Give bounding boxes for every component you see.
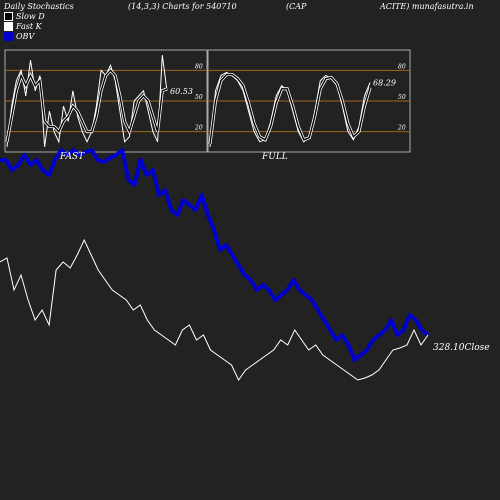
legend-fast-k-label: Fast K (16, 22, 42, 31)
stock-name-part2: ACITE) munafasutra.in (380, 2, 474, 11)
obv-swatch (4, 32, 13, 41)
legend-fast-k: Fast K (4, 22, 42, 31)
chart-title: Daily Stochastics (4, 2, 74, 11)
fast-k-swatch (4, 22, 13, 31)
full-tick-80: 80 (398, 63, 406, 70)
legend-slow-d-label: Slow D (16, 12, 45, 21)
fast-panel-label: FAST (60, 152, 85, 162)
full-slow-d-outline (208, 73, 372, 144)
legend-slow-d: Slow D (4, 12, 45, 21)
slow-d-swatch (4, 12, 13, 21)
stock-name-part1: (CAP (286, 2, 307, 11)
close-label: 328.10Close (433, 343, 490, 353)
full-slow-d-line (209, 73, 371, 144)
fast-last-value: 60.53 (170, 87, 193, 96)
full-last-value: 68.29 (373, 79, 396, 88)
full-panel-label: FULL (262, 152, 288, 162)
legend-obv: OBV (4, 32, 34, 41)
fast-tick-20: 20 (194, 125, 203, 132)
fast-tick-80: 80 (195, 63, 203, 70)
fast-slow-d-line (6, 69, 168, 142)
close-price-line (0, 238, 429, 381)
fast-tick-50: 50 (195, 94, 203, 101)
full-tick-20: 20 (397, 125, 406, 132)
obv-line (0, 148, 430, 362)
legend-obv-label: OBV (16, 32, 35, 41)
full-tick-50: 50 (398, 94, 406, 101)
chart-params: (14,3,3) Charts for 540710 (128, 2, 237, 11)
